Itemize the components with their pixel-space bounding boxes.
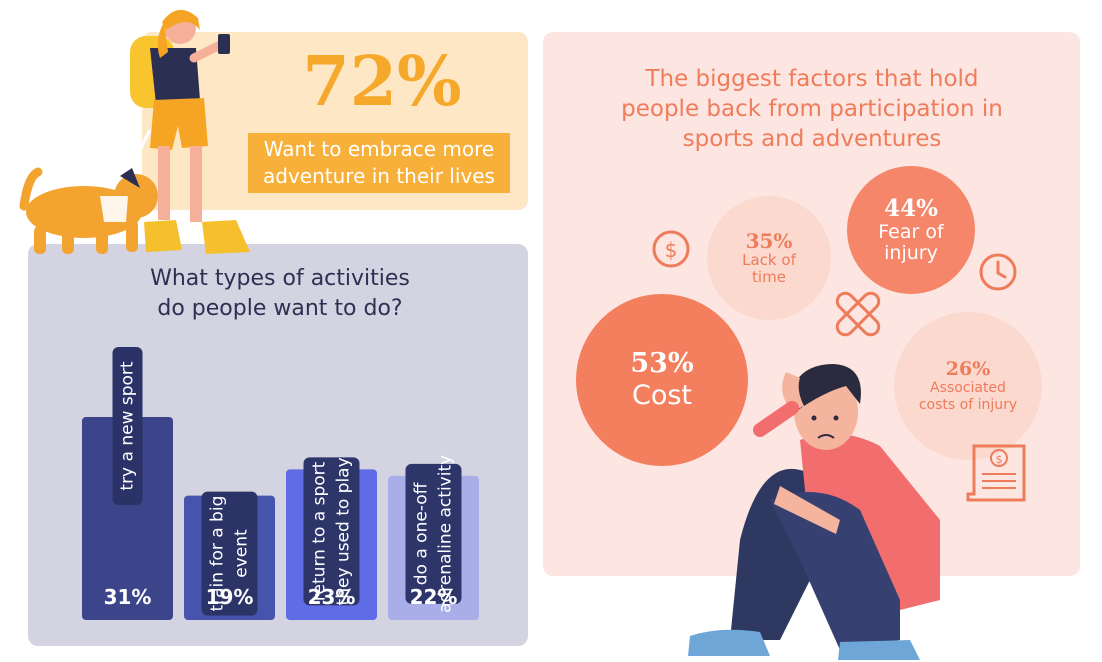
factor-bubble-cost: 53% Cost (576, 294, 748, 466)
factor-time-pct: 35% (745, 229, 793, 253)
bar-label-box-4 (405, 463, 462, 604)
bar-category-label-4-2: adrenaline activity (436, 455, 456, 613)
bar-category-label-3-2: they used to play (334, 457, 354, 605)
bar-label-box-2 (201, 491, 258, 616)
factor-assoc-label-line2: costs of injury (918, 397, 1018, 413)
svg-text:$: $ (665, 238, 678, 262)
bar-category-label-3-1: return to a sport (310, 461, 330, 601)
bar-category-label-4-1: do a one-off (412, 481, 432, 585)
factor-assoc-pct: 26% (945, 358, 991, 380)
factor-bubble-lack-of-time: 35% Lack of time (707, 196, 831, 320)
factor-injury-pct: 44% (884, 195, 938, 222)
activities-title: What types of activities do people want … (60, 264, 500, 324)
hiker-dog-illustration (19, 9, 250, 254)
adventure-caption-line1: Want to embrace more (263, 137, 495, 161)
factors-title: The biggest factors that hold people bac… (583, 64, 1041, 154)
bar-value-label-2: 19% (206, 585, 254, 609)
dollar-coin-icon: $ (652, 230, 690, 268)
bar-label-box-3 (303, 457, 360, 606)
adventure-caption: Want to embrace more adventure in their … (248, 133, 510, 193)
bar-value-label-1: 31% (104, 585, 152, 609)
activities-title-line1: What types of activities (150, 266, 410, 291)
factor-bubble-fear-of-injury: 44% Fear of injury (847, 166, 975, 294)
factor-cost-pct: 53% (630, 348, 694, 379)
bar-category-label-1-1: try a new sport (118, 361, 138, 491)
factor-assoc-label-line1: Associated (930, 380, 1006, 396)
adventure-stat: 72% (302, 42, 462, 122)
factor-cost-label: Cost (631, 380, 693, 411)
bar-1 (82, 417, 173, 620)
bar-value-label-4: 22% (410, 585, 458, 609)
bar-category-label-2-1: train for a big (208, 496, 228, 612)
factors-title-line1: The biggest factors that hold (645, 66, 979, 92)
receipt-icon: $ (966, 444, 1026, 502)
adventure-caption-line2: adventure in their lives (263, 164, 495, 188)
bandage-icon (835, 291, 881, 337)
factor-bubble-associated-costs: 26% Associated costs of injury (894, 312, 1042, 460)
factor-injury-label-line2: injury (884, 242, 938, 264)
bar-category-label-2-2: event (232, 529, 252, 578)
bar-value-label-3: 23% (308, 585, 356, 609)
factor-injury-label-line1: Fear of (878, 221, 944, 243)
svg-text:$: $ (996, 453, 1003, 466)
factor-time-label-line1: Lack of (742, 251, 796, 269)
factors-title-line3: sports and adventures (682, 126, 942, 152)
factors-title-line2: people back from participation in (621, 96, 1003, 122)
factor-time-label-line2: time (752, 268, 786, 286)
activities-title-line2: do people want to do? (157, 296, 403, 321)
bar-label-box-1 (112, 347, 143, 505)
clock-icon (979, 253, 1017, 291)
